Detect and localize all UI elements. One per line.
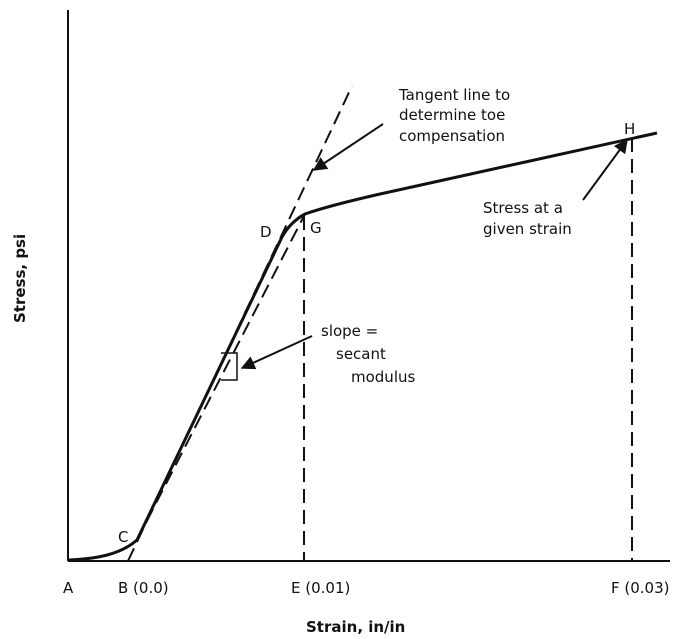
x-marker-b: B (0.0): [118, 579, 169, 597]
x-marker-f: F (0.03): [611, 579, 670, 597]
y-axis-title: Stress, psi: [11, 234, 29, 323]
tangent-annotation-line-1: Tangent line to: [398, 86, 510, 104]
tangent-arrow: [312, 123, 384, 171]
slope-arrow: [240, 335, 313, 370]
stress-arrow: [582, 138, 628, 201]
slope-annotation-line-2: secant: [336, 345, 386, 363]
x-axis-title: Strain, in/in: [306, 618, 405, 636]
x-marker-a: A: [63, 579, 74, 597]
stress-annotation-line-1: Stress at a: [483, 199, 563, 217]
tangent-annotation-line-3: compensation: [399, 127, 505, 145]
point-label-d: D: [260, 223, 272, 241]
point-label-c: C: [118, 528, 128, 546]
slope-annotation-line-3: modulus: [351, 368, 415, 386]
slope-triangle: [221, 352, 238, 381]
tangent-line: [127, 85, 353, 562]
tangent-annotation-line-2: determine toe: [399, 106, 505, 124]
stress-annotation-line-2: given strain: [483, 220, 572, 238]
secant-line: [136, 213, 306, 541]
point-label-g: G: [310, 219, 322, 237]
point-label-h: H: [624, 120, 635, 138]
stress-strain-curve: [67, 131, 658, 562]
x-marker-e: E (0.01): [291, 579, 350, 597]
slope-annotation-line-1: slope =: [321, 322, 378, 340]
